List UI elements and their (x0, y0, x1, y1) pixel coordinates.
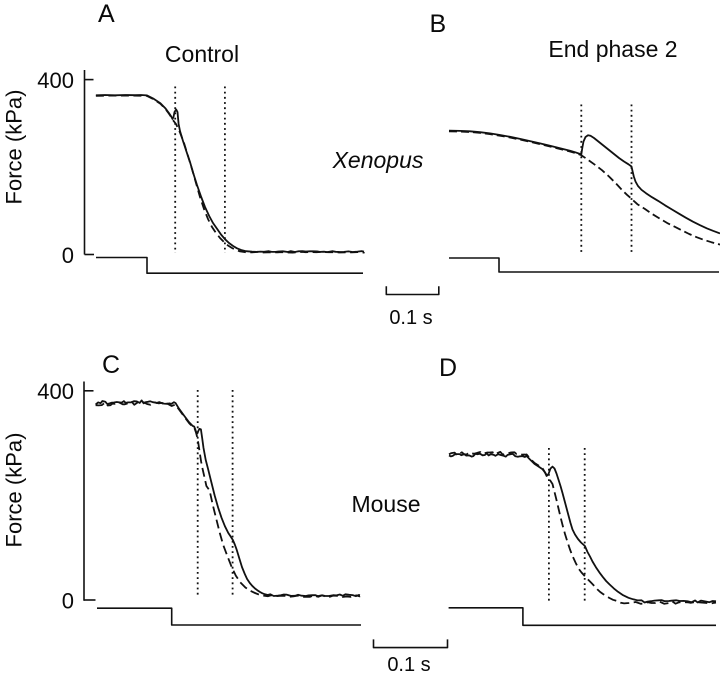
svg-text:0.1 s: 0.1 s (389, 307, 432, 329)
svg-text:0: 0 (62, 589, 74, 614)
svg-text:Force (kPa): Force (kPa) (2, 90, 27, 205)
svg-text:400: 400 (37, 68, 74, 93)
svg-text:D: D (439, 354, 457, 382)
svg-text:Xenopus: Xenopus (332, 147, 424, 173)
svg-text:C: C (102, 351, 120, 379)
svg-text:0: 0 (62, 243, 74, 268)
svg-text:Control: Control (165, 41, 239, 67)
svg-text:B: B (430, 10, 447, 38)
svg-text:Force (kPa): Force (kPa) (2, 433, 27, 548)
svg-text:A: A (98, 0, 115, 28)
svg-text:Mouse: Mouse (351, 491, 420, 517)
svg-text:End phase 2: End phase 2 (548, 36, 677, 62)
svg-text:0.1 s: 0.1 s (387, 654, 430, 676)
svg-text:400: 400 (37, 379, 74, 404)
